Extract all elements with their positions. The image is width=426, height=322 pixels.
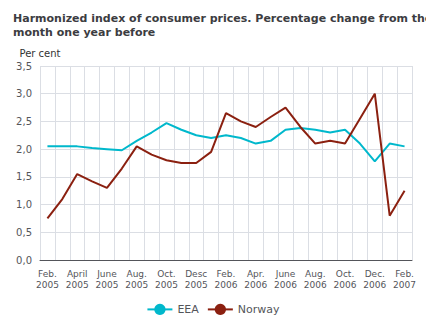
svg-text:2006: 2006 [363,280,386,290]
svg-text:2005: 2005 [185,280,208,290]
svg-text:2006: 2006 [244,280,267,290]
svg-text:Norway: Norway [238,303,280,316]
svg-text:1,0: 1,0 [16,199,32,210]
svg-text:1,5: 1,5 [16,171,32,182]
svg-text:2,0: 2,0 [16,144,32,155]
svg-text:Aug.: Aug. [127,269,147,279]
svg-text:Feb.: Feb. [217,269,236,279]
svg-text:month one year before: month one year before [13,26,155,39]
svg-text:0,0: 0,0 [16,255,32,266]
svg-text:Feb.: Feb. [38,269,57,279]
svg-text:2006: 2006 [274,280,297,290]
svg-text:2007: 2007 [393,280,416,290]
svg-text:Oct.: Oct. [336,269,354,279]
svg-text:Aug.: Aug. [305,269,325,279]
svg-text:0,5: 0,5 [16,227,32,238]
svg-text:2005: 2005 [96,280,119,290]
svg-text:2005: 2005 [66,280,89,290]
svg-text:3,5: 3,5 [16,61,32,72]
svg-text:2006: 2006 [215,280,238,290]
svg-text:2005: 2005 [36,280,59,290]
svg-text:Oct.: Oct. [157,269,175,279]
svg-text:2006: 2006 [304,280,327,290]
svg-text:3,0: 3,0 [16,88,32,99]
svg-text:April: April [67,269,88,279]
svg-text:Apr.: Apr. [247,269,265,279]
svg-text:EEA: EEA [177,303,199,316]
svg-text:June: June [275,269,296,279]
svg-text:Feb.: Feb. [395,269,414,279]
svg-text:Desc: Desc [185,269,207,279]
svg-text:Harmonized index of consumer p: Harmonized index of consumer prices. Per… [13,12,426,25]
svg-text:June: June [96,269,117,279]
svg-text:2006: 2006 [334,280,357,290]
svg-text:2005: 2005 [125,280,148,290]
svg-text:2005: 2005 [155,280,178,290]
svg-text:Per cent: Per cent [19,48,60,59]
svg-text:Dec.: Dec. [365,269,385,279]
svg-text:2,5: 2,5 [16,116,32,127]
